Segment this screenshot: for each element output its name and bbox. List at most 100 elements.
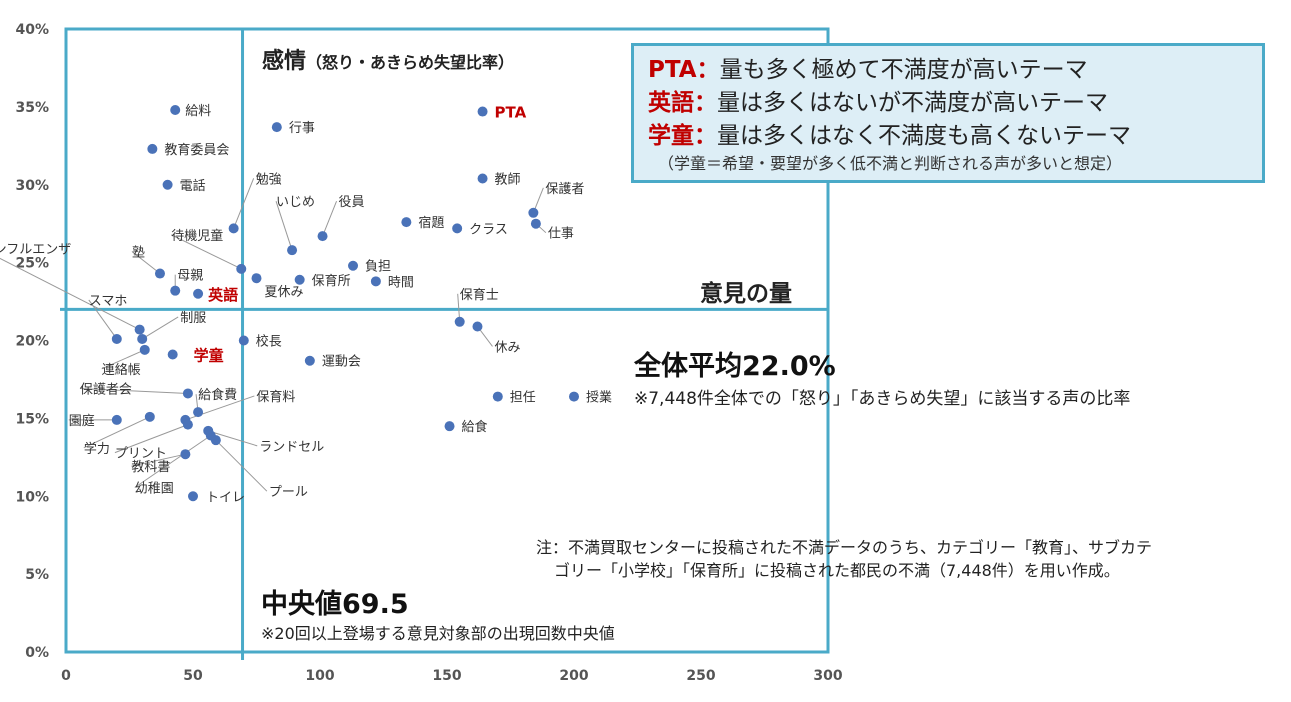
leader-line [233, 178, 255, 229]
leader-line [88, 299, 118, 340]
point-label: 保護者会 [80, 381, 132, 397]
y-tick-label: 0% [25, 645, 49, 661]
y-tick-label: 5% [25, 567, 49, 583]
point-label: PTA [495, 104, 527, 122]
data-point [182, 419, 193, 430]
point-label: いじめ [276, 195, 315, 210]
point-label: プリント [115, 447, 167, 462]
leader-line [208, 430, 258, 447]
x-tick-label: 0 [61, 668, 71, 684]
leader-line [114, 424, 189, 454]
point-label: 役員 [339, 195, 365, 210]
point-label: 担任 [510, 391, 536, 406]
data-point [147, 143, 158, 154]
y-tick-label: 20% [15, 334, 49, 350]
leader-line [322, 200, 338, 237]
point-label: 保育士 [460, 287, 499, 303]
point-label: 保護者 [545, 181, 584, 197]
point-label: 母親 [177, 269, 203, 284]
leader-line [79, 387, 188, 394]
y-tick-label: 30% [15, 178, 49, 194]
data-point [193, 407, 204, 418]
data-point [205, 430, 216, 441]
leader-line [131, 251, 161, 274]
point-label: ランドセル [259, 440, 324, 455]
data-point [111, 333, 122, 344]
point-label: スマホ [89, 294, 128, 309]
leader-line [0, 257, 140, 331]
x-tick-label: 200 [559, 668, 588, 684]
leader-line [101, 349, 145, 370]
leader-line [171, 234, 242, 270]
point-label: 学力 [84, 441, 110, 457]
leader-line [83, 416, 151, 449]
plot-frame [64, 27, 830, 654]
data-point [294, 274, 305, 285]
data-point [134, 324, 145, 335]
x-tick-label: 50 [183, 668, 203, 684]
point-label: 制服 [180, 311, 206, 326]
legend-gakudo: 学童：量は多くはなく不満度も高くないテーマ [648, 123, 1131, 149]
footnote-line-1: 注：不満買取センターに投稿された不満データのうち、カテゴリー「教育」、サブカテ [536, 538, 1153, 557]
y-tick-label: 40% [15, 22, 49, 38]
leader-line [134, 435, 212, 488]
data-point [162, 179, 173, 190]
data-point [304, 355, 315, 366]
point-label: 休み [494, 340, 520, 355]
legend-note: （学童＝希望・要望が多く低不満と判断される声が多いと想定） [658, 154, 1123, 173]
point-label: 園庭 [69, 413, 95, 429]
y-tick-label: 10% [15, 489, 49, 505]
point-label: 教育委員会 [164, 142, 229, 158]
data-point [180, 449, 191, 460]
average-title: 全体平均22.0% [634, 351, 836, 382]
data-point [251, 273, 262, 284]
point-label: 勉強 [256, 172, 282, 187]
emotion-axis-title: 感情（怒り・あきらめ失望比率） [262, 49, 515, 74]
point-label: 宿題 [418, 215, 444, 231]
legend-english: 英語：量は多くはないが不満度が高いテーマ [648, 90, 1108, 116]
data-point [454, 316, 465, 327]
y-tick-label: 25% [15, 256, 49, 272]
data-point [144, 411, 155, 422]
point-label: 保育料 [256, 389, 295, 405]
data-point [228, 223, 239, 234]
legend-box: PTA：量も多く極めて不満度が高いテーマ 英語：量は多くはないが不満度が高いテー… [631, 43, 1265, 183]
data-point [170, 104, 181, 115]
data-point [287, 245, 298, 256]
data-point [444, 421, 455, 432]
point-label: 運動会 [322, 355, 361, 370]
point-label: 給料 [185, 104, 211, 119]
point-label: 仕事 [548, 227, 574, 242]
x-tick-label: 250 [686, 668, 715, 684]
point-label: 校長 [256, 334, 282, 350]
point-label: 給食費 [198, 387, 237, 403]
point-label: 塾 [132, 245, 145, 261]
point-label: 英語 [208, 286, 238, 304]
leader-line [275, 201, 293, 251]
point-label: トイレ [206, 490, 245, 505]
data-point [477, 173, 488, 184]
point-label: 負担 [365, 260, 391, 275]
data-point [370, 276, 381, 287]
point-label: 給食 [462, 419, 488, 435]
point-label: 教科書 [131, 459, 170, 475]
data-point [154, 268, 165, 279]
point-label: 電話 [180, 178, 206, 194]
data-point [401, 217, 412, 228]
average-note: ※7,448件全体での「怒り」「あきらめ失望」に該当する声の比率 [634, 389, 1131, 409]
y-tick-label: 35% [15, 100, 49, 116]
point-label: プール [269, 485, 308, 500]
data-point [348, 260, 359, 271]
data-point [472, 321, 483, 332]
point-label: 保育所 [312, 273, 351, 289]
data-point [137, 333, 148, 344]
x-tick-label: 100 [305, 668, 334, 684]
data-point [528, 207, 539, 218]
data-point [569, 391, 579, 402]
x-tick-label: 300 [813, 668, 842, 684]
point-label: 行事 [289, 121, 315, 136]
median-title: 中央値69.5 [261, 589, 409, 620]
data-point [188, 491, 198, 502]
footnote-line-2: ゴリー「小学校」「保育所」に投稿された都民の不満（7,448件）を用い作成。 [554, 561, 1120, 580]
